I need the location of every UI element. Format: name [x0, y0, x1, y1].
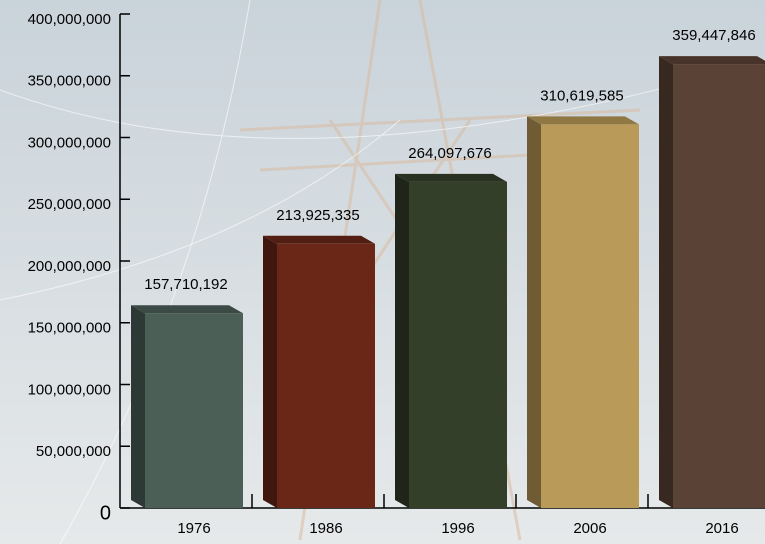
value-label: 157,710,192 — [144, 276, 227, 293]
y-tick-label: 50,000,000 — [36, 443, 111, 460]
y-tick-label: 350,000,000 — [28, 73, 111, 90]
bar-side — [263, 235, 277, 508]
x-tick-label: 2006 — [573, 520, 606, 537]
bar-top — [131, 305, 243, 314]
y-tick-label: 200,000,000 — [28, 258, 111, 275]
bar-side — [131, 305, 145, 508]
y-tick-label: 100,000,000 — [28, 381, 111, 398]
bar — [541, 124, 639, 508]
bar — [409, 181, 507, 509]
value-label: 310,619,585 — [540, 87, 623, 104]
y-tick-label: 0 — [100, 502, 111, 524]
bar — [673, 64, 765, 508]
x-tick-label: 1976 — [177, 520, 210, 537]
y-tick-label: 300,000,000 — [28, 134, 111, 151]
y-tick-label: 150,000,000 — [28, 320, 111, 337]
x-tick-label: 1996 — [441, 520, 474, 537]
bar-side — [395, 173, 409, 509]
bar — [277, 243, 375, 508]
value-label: 213,925,335 — [276, 207, 359, 224]
bar-side — [659, 56, 673, 508]
bar-top — [395, 173, 507, 182]
value-label: 359,447,846 — [672, 27, 755, 44]
bar-side — [527, 116, 541, 508]
bar-top — [659, 56, 765, 65]
bar-top — [527, 116, 639, 125]
y-tick-label: 250,000,000 — [28, 196, 111, 213]
bar-top — [263, 235, 375, 244]
bar — [145, 313, 243, 508]
value-label: 264,097,676 — [408, 145, 491, 162]
x-tick-label: 2016 — [705, 520, 738, 537]
x-tick-label: 1986 — [309, 520, 342, 537]
y-tick-label: 400,000,000 — [28, 11, 111, 28]
